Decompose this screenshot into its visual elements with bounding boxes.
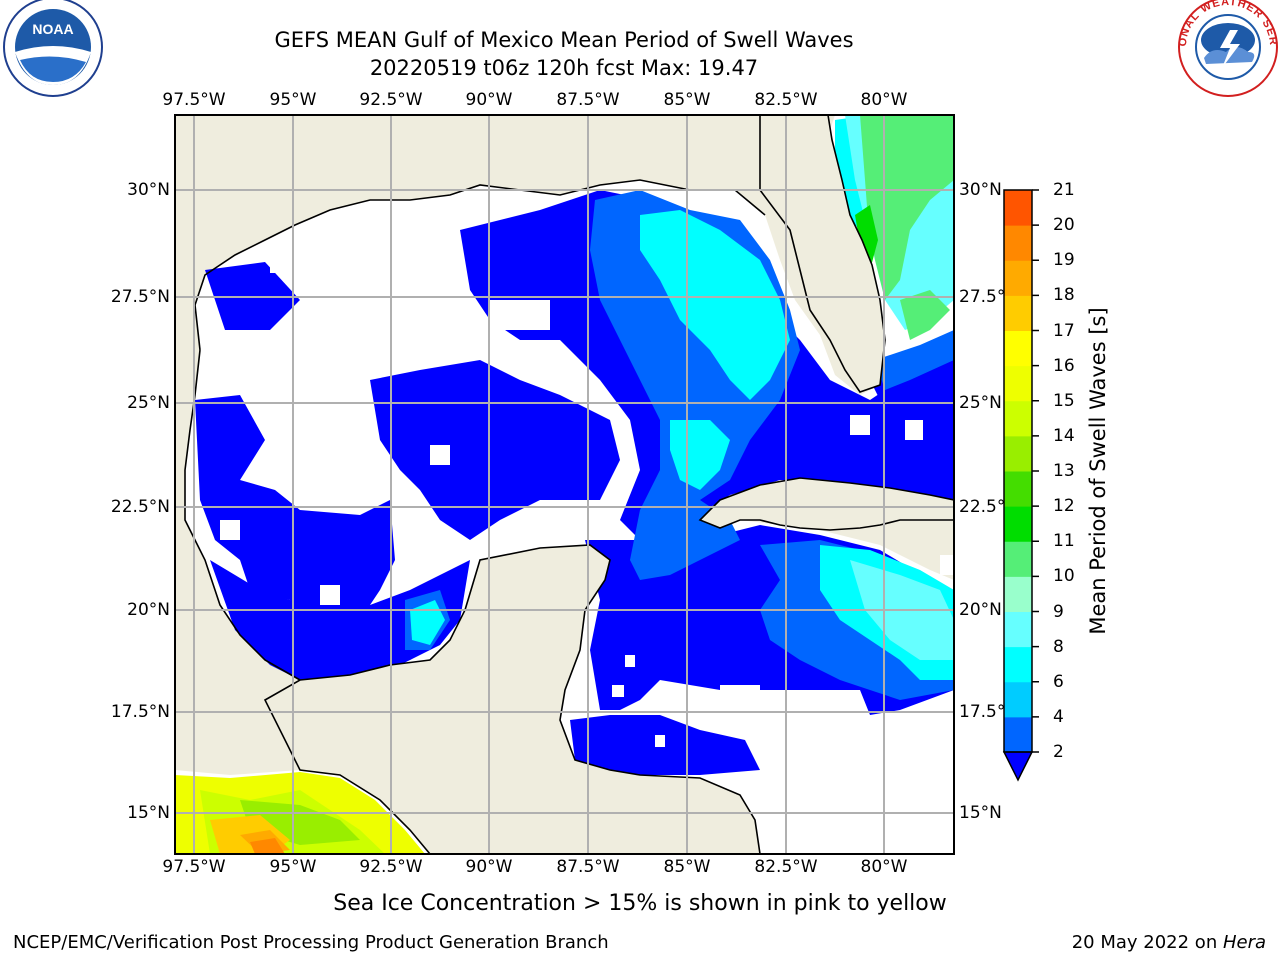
lat-label-left: 15°N — [127, 803, 170, 823]
colorbar-tick-label: 6 — [1053, 671, 1064, 692]
colorbar-tick-label: 21 — [1053, 180, 1075, 200]
colorbar-tick-label: 17 — [1053, 320, 1075, 341]
colorbar-tick-label: 14 — [1053, 425, 1075, 446]
map-frame — [174, 114, 955, 855]
lat-label-right: 25°N — [959, 393, 1002, 413]
lon-label-bottom: 95°W — [269, 857, 317, 877]
lat-label-right: 20°N — [959, 600, 1002, 620]
lat-label-left: 20°N — [127, 600, 170, 620]
footer-date: 20 May 2022 on Hera — [1072, 932, 1266, 953]
lat-label-right: 17.5°N — [959, 702, 1019, 722]
lat-label-left: 30°N — [127, 180, 170, 200]
colorbar-tick-label: 15 — [1053, 390, 1075, 411]
footer-branch: NCEP/EMC/Verification Post Processing Pr… — [13, 932, 609, 953]
lat-label-left: 25°N — [127, 393, 170, 413]
sea-ice-note: Sea Ice Concentration > 15% is shown in … — [333, 891, 947, 916]
colorbar-tick-label: 11 — [1053, 531, 1075, 552]
lat-label-right: 15°N — [959, 803, 1002, 823]
lon-label-bottom: 92.5°W — [359, 857, 423, 877]
lon-label-top: 87.5°W — [556, 90, 620, 110]
footer-date-text: 20 May 2022 on — [1071, 932, 1223, 953]
colorbar-tick-label: 2 — [1053, 742, 1064, 762]
lon-label-top: 82.5°W — [754, 90, 818, 110]
colorbar-tick-label: 13 — [1053, 461, 1075, 481]
lon-label-bottom: 97.5°W — [162, 857, 226, 877]
map-title: GEFS MEAN Gulf of Mexico Mean Period of … — [274, 28, 854, 52]
lon-label-top: 85°W — [663, 90, 711, 110]
lat-label-left: 27.5°N — [110, 287, 170, 307]
colorbar-tick-label: 12 — [1053, 496, 1075, 517]
footer-host: Hera — [1222, 932, 1266, 953]
colorbar-tick-label: 4 — [1053, 706, 1064, 727]
lat-label-right: 22.5°N — [959, 497, 1019, 517]
lon-label-top: 97.5°W — [162, 90, 226, 110]
colorbar-label: Mean Period of Swell Waves [s] — [1086, 307, 1110, 635]
colorbar-tick-label: 18 — [1053, 285, 1075, 306]
lat-label-left: 22.5°N — [110, 497, 170, 517]
lon-label-bottom: 80°W — [860, 857, 908, 877]
map-grid — [175, 115, 954, 854]
lon-label-bottom: 82.5°W — [754, 857, 818, 877]
coastline — [263, 115, 954, 854]
lon-label-bottom: 90°W — [465, 857, 513, 877]
lon-label-top: 95°W — [269, 90, 317, 110]
colorbar-tick-label: 16 — [1053, 355, 1075, 376]
lon-label-top: 90°W — [465, 90, 513, 110]
lat-label-right: 27.5°N — [959, 287, 1019, 307]
lon-label-top: 92.5°W — [359, 90, 423, 110]
lon-label-top: 80°W — [860, 90, 908, 110]
lon-label-bottom: 85°W — [663, 857, 711, 877]
lon-label-bottom: 87.5°W — [556, 857, 620, 877]
colorbar-tick-label: 9 — [1053, 601, 1064, 622]
colorbar-tick-label: 10 — [1053, 566, 1075, 587]
colorbar-tick-label: 8 — [1053, 636, 1064, 657]
lat-label-right: 30°N — [959, 180, 1002, 200]
lat-label-left: 17.5°N — [110, 702, 170, 722]
colorbar-tick-label: 20 — [1053, 215, 1075, 236]
colorbar-tick-label: 19 — [1053, 250, 1075, 271]
map-subtitle: 20220519 t06z 120h fcst Max: 19.47 — [369, 56, 759, 80]
